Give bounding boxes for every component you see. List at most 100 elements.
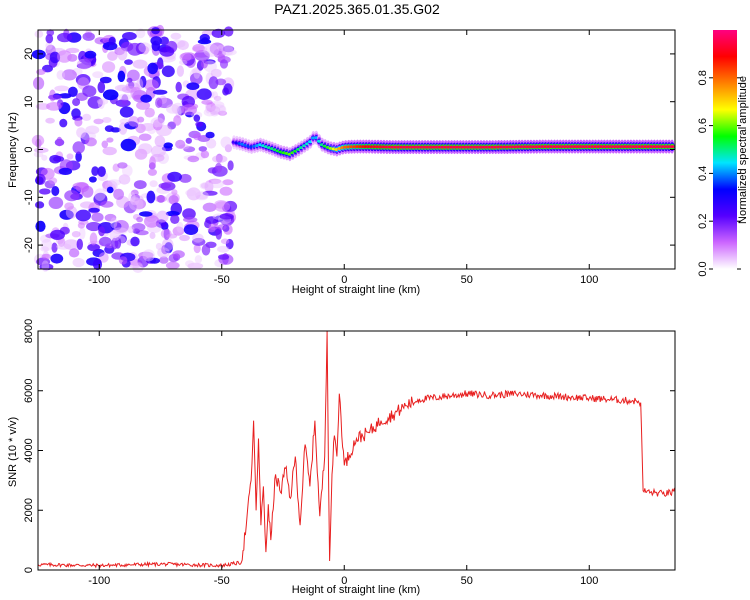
snr-x-ticks: -100 -50 0 50 100	[88, 331, 598, 587]
noise-blob	[213, 95, 222, 102]
noise-blob	[170, 32, 182, 40]
noise-blob	[76, 127, 87, 138]
noise-blob	[161, 65, 175, 78]
x-tick-label: -100	[88, 274, 110, 286]
noise-blob	[87, 243, 100, 252]
noise-blob	[171, 102, 185, 115]
noise-blob	[136, 216, 144, 223]
noise-blob	[40, 246, 49, 252]
noise-blob	[155, 195, 167, 203]
noise-blob	[72, 98, 81, 107]
noise-blob	[35, 103, 51, 110]
noise-blob	[85, 137, 97, 147]
noise-blob	[108, 36, 116, 46]
noise-blob	[201, 99, 213, 105]
colorbar-tick-label: 0.8	[697, 70, 709, 85]
noise-blob	[63, 239, 79, 251]
noise-blob	[165, 261, 180, 270]
noise-blob	[201, 37, 209, 44]
noise-blob	[214, 201, 231, 213]
noise-blob	[45, 117, 55, 124]
colorbar-tick-label: 0.0	[697, 261, 709, 276]
noise-blob	[111, 237, 119, 250]
noise-blob	[200, 150, 210, 159]
noise-blob	[210, 110, 219, 117]
noise-blob	[221, 45, 234, 56]
noise-blob	[82, 32, 95, 41]
noise-blob	[173, 115, 182, 126]
noise-blob	[177, 40, 189, 51]
noise-blob	[217, 110, 228, 116]
y-tick-label: 0	[23, 567, 35, 573]
noise-blob	[41, 154, 48, 161]
noise-blob	[209, 106, 221, 115]
noise-blob	[64, 190, 80, 202]
noise-blob	[159, 54, 176, 63]
noise-blob	[136, 101, 151, 110]
noise-blob	[57, 50, 72, 63]
noise-blob	[126, 261, 143, 269]
noise-blob	[91, 212, 104, 222]
noise-blob	[200, 59, 208, 69]
noise-blob	[124, 59, 133, 65]
noise-blob	[126, 77, 133, 83]
noise-blob	[82, 85, 97, 97]
noise-blob	[185, 260, 195, 268]
noise-blob	[106, 137, 114, 143]
noise-blob	[97, 98, 105, 110]
noise-blob	[217, 224, 227, 231]
noise-blob	[89, 232, 98, 246]
noise-blob	[131, 223, 146, 232]
noise-blob	[194, 50, 210, 62]
x-tick-label: 100	[580, 274, 598, 286]
noise-blob	[201, 244, 211, 256]
noise-blob	[56, 243, 72, 250]
noise-blob	[39, 188, 51, 195]
noise-blob	[159, 46, 175, 57]
noise-blob	[175, 81, 182, 93]
noise-blob	[109, 229, 121, 241]
noise-blob	[192, 233, 204, 243]
noise-blob	[58, 167, 73, 175]
noise-blob	[152, 89, 168, 95]
noise-blob	[50, 253, 64, 264]
noise-blob	[183, 224, 199, 236]
noise-blob	[98, 252, 109, 263]
noise-blob	[107, 179, 122, 186]
noise-blob	[133, 180, 147, 190]
noise-blob	[217, 45, 225, 51]
noise-blob	[140, 94, 152, 103]
noise-blob	[185, 189, 197, 197]
noise-blob	[187, 262, 204, 270]
snr-y-ticks: 0 2000 4000 6000 8000	[23, 319, 675, 573]
noise-blob	[149, 180, 158, 188]
noise-blob	[54, 85, 70, 92]
noise-blob	[182, 208, 196, 220]
noise-blob	[186, 187, 201, 201]
noise-blob	[193, 68, 201, 79]
noise-blob	[33, 151, 44, 158]
noise-blob	[117, 70, 126, 83]
noise-blob	[113, 188, 124, 200]
colorbar-ticks: 0.0 0.2 0.4 0.6 0.8	[697, 70, 741, 277]
noise-blob	[45, 41, 53, 50]
colorbar-label: Normalized spectral amplitude	[737, 76, 749, 224]
y-tick-label: -10	[23, 189, 35, 205]
noise-blob	[59, 118, 68, 128]
noise-blob	[128, 197, 144, 211]
noise-blob	[179, 173, 192, 183]
noise-blob	[150, 153, 165, 162]
colorbar-tick-label: 0.6	[697, 118, 709, 133]
noise-blob	[48, 177, 58, 185]
noise-blob	[68, 248, 80, 258]
noise-blob	[190, 72, 203, 85]
y-tick-label: 8000	[23, 319, 35, 343]
y-tick-label: 2000	[23, 498, 35, 522]
noise-blob	[102, 146, 117, 156]
noise-blob	[222, 179, 234, 186]
noise-blob	[117, 48, 128, 61]
noise-blob	[130, 189, 139, 197]
noise-blob	[205, 131, 215, 139]
noise-blob	[72, 182, 89, 191]
noise-blob	[112, 227, 128, 235]
